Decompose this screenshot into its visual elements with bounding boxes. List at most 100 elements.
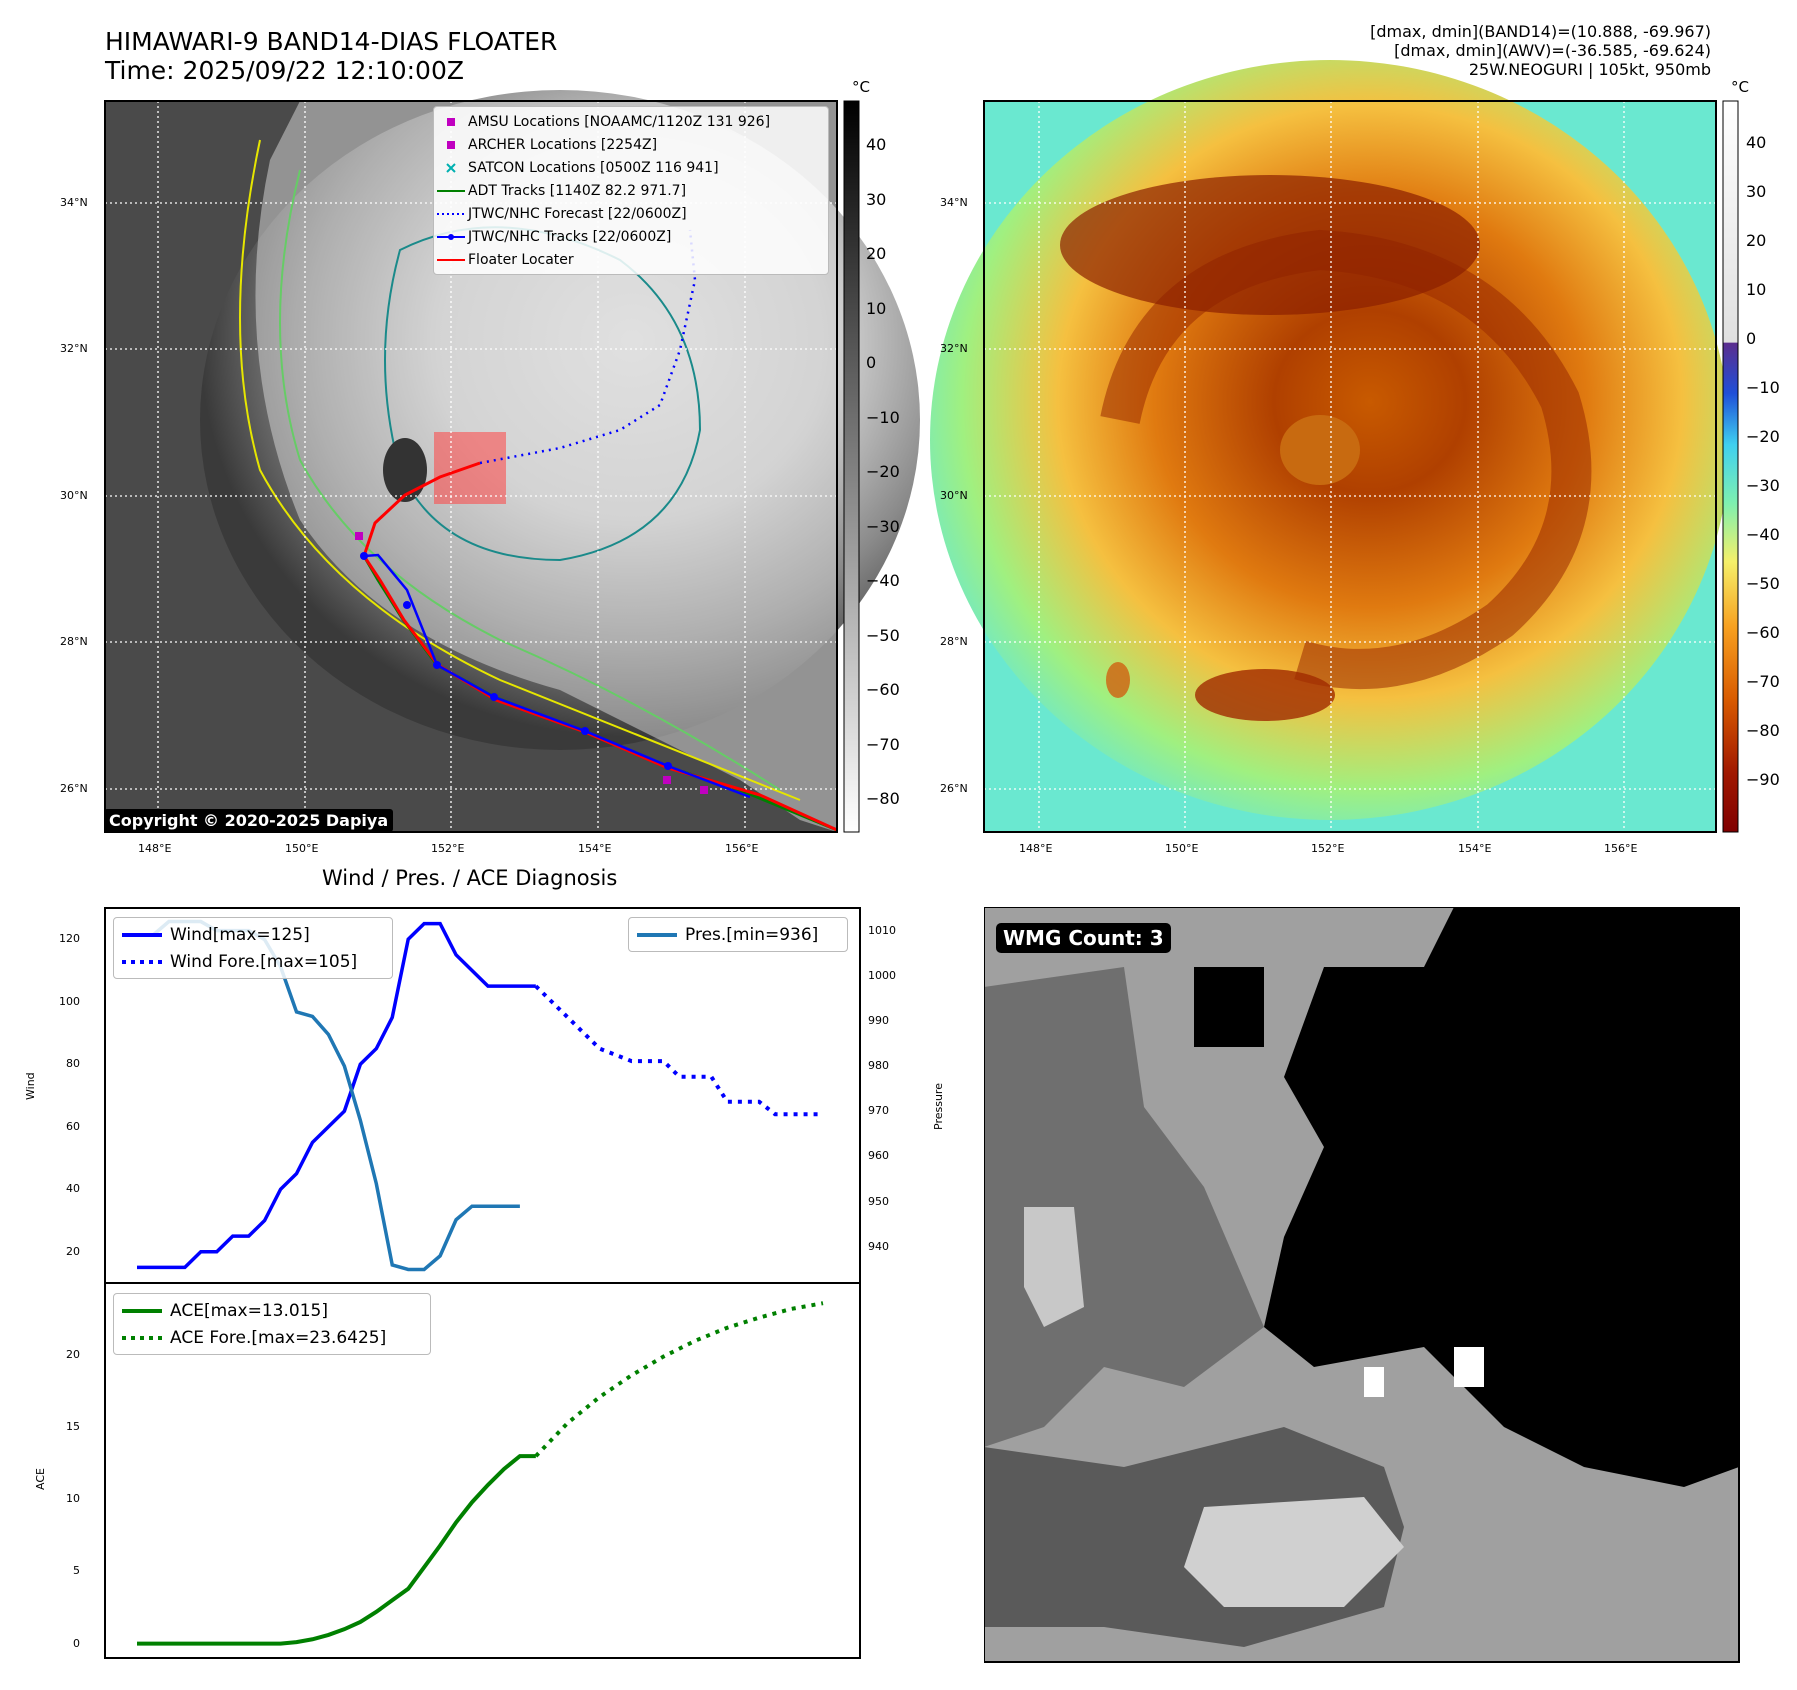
map-legend-label: SATCON Locations [0500Z 116 941]: [468, 159, 719, 176]
bw-colorbar: [843, 100, 860, 833]
cloud-contour-green: [279, 169, 781, 791]
info-line-1: [dmax, dmin](BAND14)=(10.888, -69.967): [1370, 22, 1711, 41]
pressure-tick: 1000: [868, 968, 896, 982]
map-legend-item: JTWC/NHC Forecast [22/0600Z]: [434, 202, 828, 225]
ace-axis-label: ACE: [34, 1468, 47, 1490]
info-line-3: 25W.NEOGURI | 105kt, 950mb: [1468, 60, 1711, 79]
lon-label: 154°E: [1458, 842, 1492, 855]
bw-colorbar-tick: −30: [866, 516, 900, 536]
map-legend-label: ARCHER Locations [2254Z]: [468, 136, 658, 153]
legend-symbol-icon: [434, 211, 468, 217]
legend-ace: ACE[max=13.015]: [170, 1300, 328, 1321]
awv-map-grid: [984, 101, 1716, 832]
bw-colorbar-tick: −70: [866, 734, 900, 754]
pressure-tick: 940: [868, 1239, 889, 1253]
series-line-ace-fore-: [534, 1301, 824, 1458]
chart-title: HIMAWARI-9 BAND14-DIAS FLOATER Time: 202…: [105, 27, 557, 85]
ace-legend: ACE[max=13.015] ACE Fore.[max=23.6425]: [113, 1293, 431, 1355]
color-colorbar-tick: −80: [1746, 721, 1780, 740]
legend-ace-fore: ACE Fore.[max=23.6425]: [170, 1327, 387, 1348]
wind-axis-label: Wind: [24, 1072, 37, 1100]
lat-label: 26°N: [940, 782, 968, 795]
wmg-cold-region: [1264, 907, 1739, 1487]
bw-colorbar-tick: 0: [866, 353, 877, 372]
lat-label: 32°N: [60, 342, 88, 355]
awv-small-cell: [1106, 662, 1130, 698]
bw-colorbar-tick: −20: [866, 462, 900, 481]
lon-label: 152°E: [431, 842, 465, 855]
series-line-ace: [137, 1454, 536, 1646]
jtwc-track: [363, 553, 751, 799]
jtwc-track-points: [360, 552, 672, 770]
legend-symbol-icon: [434, 233, 468, 241]
lon-label: 154°E: [578, 842, 612, 855]
diagnosis-panel: [104, 907, 861, 1659]
cloud-contour-yellow: [239, 139, 801, 801]
copyright-label: Copyright © 2020-2025 Dapiya: [104, 809, 394, 832]
wind-legend: Wind[max=125] Wind Fore.[max=105]: [113, 917, 393, 979]
lon-label: 156°E: [725, 842, 759, 855]
legend-wind-fore: Wind Fore.[max=105]: [170, 951, 358, 972]
amsu-markers: [355, 532, 708, 794]
legend-symbol-icon: [434, 257, 468, 263]
pressure-axis-label: Pressure: [932, 1083, 945, 1130]
awv-rainband-cell: [1195, 669, 1335, 721]
awv-eye: [1280, 415, 1360, 485]
wind-tick: 20: [66, 1244, 80, 1258]
lat-label: 28°N: [60, 635, 88, 648]
bw-colorbar-tick: 10: [866, 298, 887, 318]
wind-tick: 60: [66, 1119, 80, 1133]
wind-tick: 40: [66, 1182, 80, 1196]
lat-label: 26°N: [60, 782, 88, 795]
bw-colorbar-tick: 20: [866, 244, 887, 263]
map-legend-item: ADT Tracks [1140Z 82.2 971.7]: [434, 179, 828, 202]
map-legend: AMSU Locations [NOAAMC/1120Z 131 926] ARC…: [433, 106, 829, 275]
lat-label: 34°N: [940, 196, 968, 209]
wmg-warm-band: [1184, 1497, 1404, 1607]
bw-colorbar-tick: 40: [866, 135, 887, 154]
ir-map-frame: [104, 100, 838, 833]
legend-symbol-icon: [434, 139, 468, 151]
lat-label: 34°N: [60, 196, 88, 209]
wmg-frame: [984, 907, 1740, 1663]
wmg-cold-cell: [1194, 967, 1264, 1047]
pressure-tick: 960: [868, 1149, 889, 1163]
wmg-mid-region: [984, 967, 1264, 1447]
ace-tick: 0: [73, 1636, 80, 1650]
color-colorbar-tick: −20: [1746, 427, 1780, 446]
map-legend-item: Floater Locater: [434, 248, 828, 271]
storm-eye: [383, 438, 427, 502]
legend-wind: Wind[max=125]: [170, 924, 310, 945]
legend-pres: Pres.[min=936]: [685, 924, 819, 945]
bw-colorbar-tick: −50: [866, 625, 900, 645]
color-colorbar-tick: 20: [1746, 231, 1767, 250]
map-legend-item: SATCON Locations [0500Z 116 941]: [434, 156, 828, 179]
series-line-wind-fore-: [534, 984, 823, 1117]
pressure-legend: Pres.[min=936]: [628, 917, 848, 952]
wmg-panel: [984, 907, 1740, 1663]
color-colorbar-tick: 10: [1746, 280, 1767, 299]
map-legend-item: JTWC/NHC Tracks [22/0600Z]: [434, 225, 828, 248]
color-colorbar-tick: −70: [1746, 672, 1780, 691]
pressure-tick: 1010: [868, 923, 896, 937]
lat-label: 32°N: [940, 342, 968, 355]
wmg-warm-cell: [1024, 1207, 1084, 1327]
map-legend-label: AMSU Locations [NOAAMC/1120Z 131 926]: [468, 113, 771, 130]
ace-tick: 5: [73, 1564, 80, 1578]
lon-label: 150°E: [1165, 842, 1199, 855]
bw-colorbar-tick: 30: [866, 189, 887, 209]
color-colorbar-tick: −50: [1746, 574, 1780, 593]
color-colorbar: [1722, 100, 1739, 833]
cloud-mass: [255, 101, 838, 832]
wind-tick: 80: [66, 1057, 80, 1071]
color-colorbar-tick: 30: [1746, 182, 1767, 201]
lat-label: 28°N: [940, 635, 968, 648]
legend-symbol-icon: [434, 116, 468, 128]
bw-colorbar-tick: −10: [866, 407, 900, 427]
lat-label: 30°N: [940, 489, 968, 502]
title-line-1: HIMAWARI-9 BAND14-DIAS FLOATER: [105, 27, 558, 56]
info-line-2: [dmax, dmin](AWV)=(-36.585, -69.624): [1394, 41, 1711, 60]
map-legend-label: ADT Tracks [1140Z 82.2 971.7]: [468, 182, 687, 199]
color-colorbar-tick: −90: [1746, 770, 1780, 789]
bw-colorbar-unit: °C: [852, 78, 870, 96]
